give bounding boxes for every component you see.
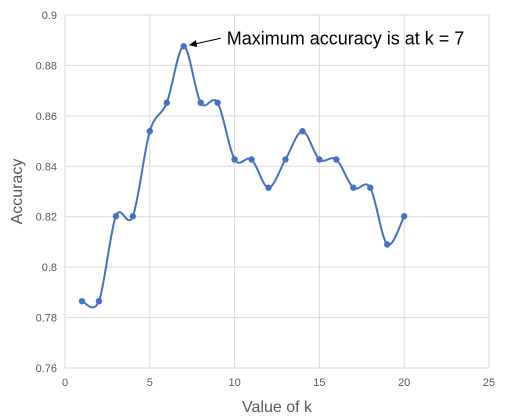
data-point <box>401 213 408 220</box>
data-point <box>384 241 391 248</box>
data-point <box>316 156 323 163</box>
x-tick-label: 0 <box>62 377 68 389</box>
y-tick-label: 0.8 <box>42 262 57 274</box>
data-point <box>180 43 187 50</box>
x-axis-title: Value of k <box>242 399 313 416</box>
data-point <box>197 99 204 106</box>
y-tick-label: 0.84 <box>36 161 57 173</box>
data-point <box>265 184 272 191</box>
y-tick-label: 0.78 <box>36 313 57 325</box>
annotation-text: Maximum accuracy is at k = 7 <box>227 28 465 48</box>
y-tick-label: 0.76 <box>36 363 57 375</box>
annotation-arrowhead <box>188 40 198 47</box>
x-tick-label: 15 <box>313 377 325 389</box>
series-line <box>81 45 406 309</box>
data-point <box>95 297 103 305</box>
data-point <box>367 184 374 191</box>
x-tick-labels: 0 5 10 15 20 25 <box>62 377 495 389</box>
data-point <box>78 297 86 305</box>
y-axis-title: Accuracy <box>9 159 26 225</box>
data-point <box>146 128 153 135</box>
x-tick-label: 20 <box>398 377 410 389</box>
data-point <box>350 184 357 191</box>
data-point <box>248 156 255 163</box>
y-tick-label: 0.86 <box>36 111 57 123</box>
data-points <box>78 43 408 305</box>
x-tick-label: 10 <box>228 377 240 389</box>
gridlines <box>64 14 490 369</box>
y-tick-label: 0.82 <box>36 212 57 224</box>
x-tick-label: 25 <box>483 377 495 389</box>
y-tick-label: 0.9 <box>42 10 57 22</box>
x-tick-label: 5 <box>147 377 153 389</box>
y-tick-labels: 0.76 0.78 0.8 0.82 0.84 0.86 0.88 0.9 <box>36 10 57 375</box>
data-point <box>282 156 289 163</box>
annotation-arrow <box>194 37 221 45</box>
y-tick-label: 0.88 <box>36 60 57 72</box>
data-point <box>214 99 221 106</box>
data-point <box>163 99 170 106</box>
data-point <box>299 128 306 135</box>
data-point <box>231 156 238 163</box>
data-point <box>333 156 340 163</box>
data-point <box>112 213 120 220</box>
data-point <box>129 213 137 220</box>
